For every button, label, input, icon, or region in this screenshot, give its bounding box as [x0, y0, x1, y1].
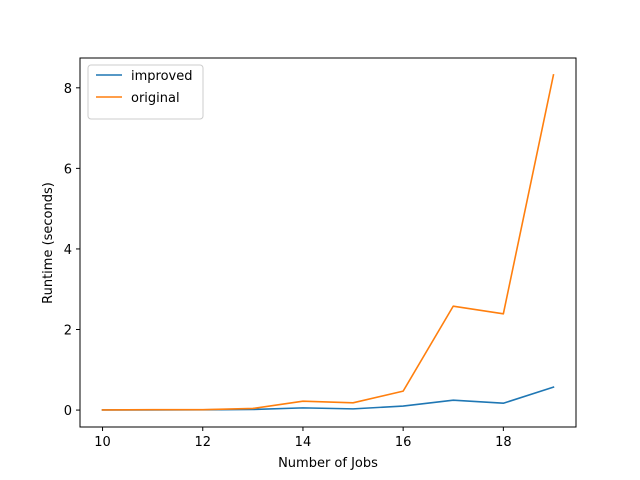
legend-label-improved: improved — [131, 69, 192, 84]
x-axis-ticks: 10 12 14 16 18 — [94, 427, 512, 450]
y-axis-ticks: 0 2 4 6 8 — [64, 82, 80, 419]
y-axis-label: Runtime (seconds) — [41, 182, 56, 304]
legend: improved original — [87, 64, 204, 120]
x-tick-label: 14 — [295, 435, 312, 450]
x-tick-label: 16 — [395, 435, 412, 450]
series-line-original — [101, 73, 555, 411]
x-tick-label: 10 — [94, 435, 111, 450]
y-tick-label: 2 — [64, 324, 72, 339]
legend-label-original: original — [131, 91, 180, 106]
plot-area — [101, 73, 555, 411]
y-tick-label: 6 — [64, 162, 72, 177]
x-tick-label: 18 — [495, 435, 512, 450]
x-axis-label: Number of Jobs — [278, 456, 378, 471]
plot-frame — [79, 57, 577, 428]
y-tick-label: 0 — [64, 404, 72, 419]
y-tick-label: 4 — [64, 243, 72, 258]
y-tick-label: 8 — [64, 82, 72, 97]
x-tick-label: 12 — [194, 435, 211, 450]
legend-box — [87, 64, 204, 120]
